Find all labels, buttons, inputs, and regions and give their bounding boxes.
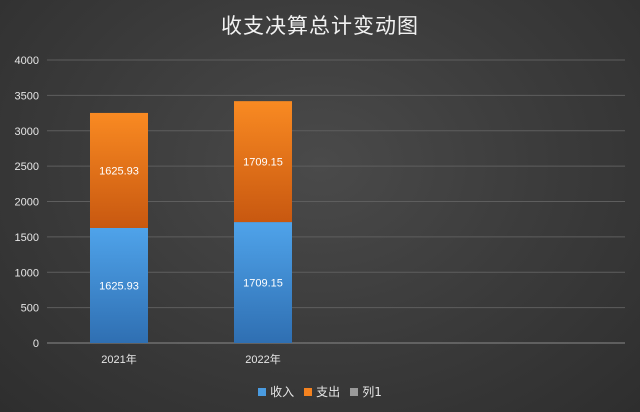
legend-swatch (258, 387, 267, 396)
legend-label: 支出 (316, 385, 341, 399)
bars: 1625.93 1625.93 1709.15 1709.15 (90, 101, 292, 343)
y-tick-label: 500 (21, 303, 39, 315)
x-tick-label: 2022年 (245, 352, 280, 366)
legend: 收入 支出 列1 (0, 383, 640, 400)
y-tick-label: 2000 (15, 197, 39, 209)
y-tick-label: 0 (33, 338, 39, 350)
y-tick-label: 4000 (15, 55, 39, 67)
y-tick-label: 3500 (15, 90, 39, 102)
x-tick-label: 2021年 (101, 352, 136, 366)
data-label: 1709.15 (243, 157, 283, 169)
legend-label: 列1 (362, 385, 382, 399)
x-axis: 2021年 2022年 (101, 352, 280, 366)
legend-swatch (350, 387, 359, 396)
legend-item: 列1 (350, 383, 382, 400)
y-axis: 0 500 1000 1500 2000 2500 3000 3500 4000 (15, 55, 39, 350)
data-label: 1709.15 (243, 278, 283, 290)
bar-收入-2022年 (234, 222, 292, 343)
legend-item: 支出 (304, 383, 340, 400)
y-tick-label: 2500 (15, 161, 39, 173)
legend-swatch (304, 387, 313, 396)
bar-支出-2021年 (90, 112, 148, 228)
bar-收入-2021年 (90, 227, 148, 343)
bar-支出-2022年 (234, 101, 292, 223)
y-tick-label: 3000 (15, 126, 39, 138)
y-tick-label: 1500 (15, 232, 39, 244)
legend-item: 收入 (258, 383, 294, 400)
chart-title: 收支决算总计变动图 (221, 14, 419, 38)
legend-label: 收入 (270, 385, 295, 399)
data-label: 1625.93 (99, 280, 139, 292)
data-label: 1625.93 (99, 165, 139, 177)
y-tick-label: 1000 (15, 267, 39, 279)
